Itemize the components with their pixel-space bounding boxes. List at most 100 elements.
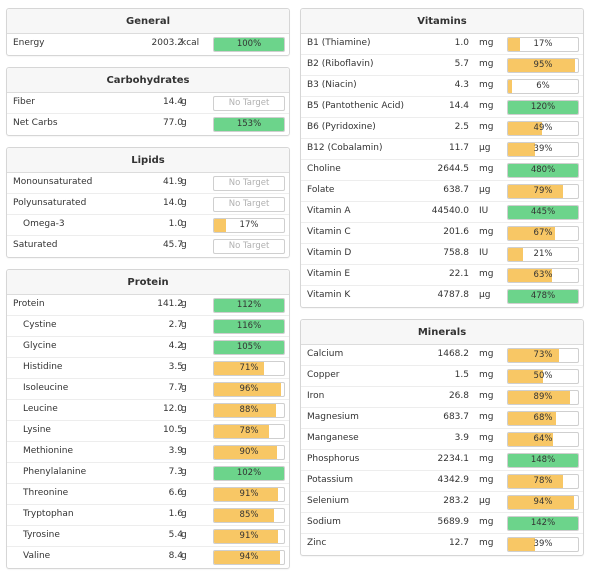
nutrient-row-valine[interactable]: Valine 8.4 g 94% bbox=[7, 547, 289, 568]
target-progress-fill bbox=[214, 118, 284, 131]
nutrient-row-b3-niacin[interactable]: B3 (Niacin) 4.3 mg 6% bbox=[301, 76, 583, 97]
right-column: Vitamins B1 (Thiamine) 1.0 mg 17% B2 (Ribofla… bbox=[300, 8, 584, 567]
nutrient-name: B1 (Thiamine) bbox=[307, 38, 371, 48]
nutrient-row-lysine[interactable]: Lysine 10.5 g 78% bbox=[7, 421, 289, 442]
target-progress-fill bbox=[508, 101, 578, 114]
nutrient-row-polyunsaturated[interactable]: Polyunsaturated 14.0 g No Target bbox=[7, 194, 289, 215]
nutrient-row-vitamin-k[interactable]: Vitamin K 4787.8 µg 478% bbox=[301, 286, 583, 307]
nutrient-unit: IU bbox=[479, 248, 489, 258]
target-progress-fill bbox=[508, 538, 536, 551]
nutrient-name: Lysine bbox=[23, 425, 51, 435]
nutrient-row-b1-thiamine[interactable]: B1 (Thiamine) 1.0 mg 17% bbox=[301, 34, 583, 55]
target-percent-label: 17% bbox=[239, 220, 259, 230]
nutrient-row-potassium[interactable]: Potassium 4342.9 mg 78% bbox=[301, 471, 583, 492]
nutrient-row-leucine[interactable]: Leucine 12.0 g 88% bbox=[7, 400, 289, 421]
nutrient-row-methionine[interactable]: Methionine 3.9 g 90% bbox=[7, 442, 289, 463]
target-progress-fill bbox=[214, 551, 280, 564]
nutrient-row-saturated[interactable]: Saturated 45.7 g No Target bbox=[7, 236, 289, 257]
target-progress-fill bbox=[508, 59, 575, 72]
nutrient-unit: g bbox=[181, 240, 187, 250]
target-progress-bar: 17% bbox=[507, 37, 579, 52]
nutrient-row-b2-riboflavin[interactable]: B2 (Riboflavin) 5.7 mg 95% bbox=[301, 55, 583, 76]
target-percent-label: 85% bbox=[239, 510, 259, 520]
target-progress-fill bbox=[508, 185, 564, 198]
nutrient-unit: g bbox=[181, 425, 187, 435]
nutrient-row-tryptophan[interactable]: Tryptophan 1.6 g 85% bbox=[7, 505, 289, 526]
target-progress-bar: 71% bbox=[213, 361, 285, 376]
nutrient-amount: 6.6 bbox=[168, 488, 183, 498]
nutrient-row-zinc[interactable]: Zinc 12.7 mg 39% bbox=[301, 534, 583, 555]
nutrient-amount: 14.4 bbox=[448, 101, 469, 111]
panel-general: General Energy 2003.2 kcal 100% bbox=[6, 8, 290, 56]
nutrient-amount: 758.8 bbox=[443, 248, 469, 258]
nutrient-name: Saturated bbox=[13, 240, 58, 250]
nutrient-row-monounsaturated[interactable]: Monounsaturated 41.9 g No Target bbox=[7, 173, 289, 194]
target-percent-label: 17% bbox=[533, 39, 553, 49]
nutrient-row-tyrosine[interactable]: Tyrosine 5.4 g 91% bbox=[7, 526, 289, 547]
nutrient-row-fiber[interactable]: Fiber 14.4 g No Target bbox=[7, 93, 289, 114]
nutrient-row-selenium[interactable]: Selenium 283.2 µg 94% bbox=[301, 492, 583, 513]
nutrient-row-phenylalanine[interactable]: Phenylalanine 7.3 g 102% bbox=[7, 463, 289, 484]
nutrient-row-iron[interactable]: Iron 26.8 mg 89% bbox=[301, 387, 583, 408]
nutrient-row-energy[interactable]: Energy 2003.2 kcal 100% bbox=[7, 34, 289, 55]
target-progress-bar: 73% bbox=[507, 348, 579, 363]
target-progress-fill bbox=[214, 219, 226, 232]
nutrient-row-manganese[interactable]: Manganese 3.9 mg 64% bbox=[301, 429, 583, 450]
nutrient-unit: mg bbox=[479, 454, 494, 464]
nutrient-row-folate[interactable]: Folate 638.7 µg 79% bbox=[301, 181, 583, 202]
target-progress-bar: 142% bbox=[507, 516, 579, 531]
target-progress-bar: 21% bbox=[507, 247, 579, 262]
target-progress-bar: 6% bbox=[507, 79, 579, 94]
nutrient-row-calcium[interactable]: Calcium 1468.2 mg 73% bbox=[301, 345, 583, 366]
nutrient-row-omega-3[interactable]: Omega-3 1.0 g 17% bbox=[7, 215, 289, 236]
nutrient-row-threonine[interactable]: Threonine 6.6 g 91% bbox=[7, 484, 289, 505]
nutrient-amount: 5.4 bbox=[168, 530, 183, 540]
panel-vitamins: Vitamins B1 (Thiamine) 1.0 mg 17% B2 (Ribofla… bbox=[300, 8, 584, 308]
target-percent-label: 39% bbox=[533, 539, 553, 549]
target-progress-bar: 478% bbox=[507, 289, 579, 304]
nutrient-row-vitamin-a[interactable]: Vitamin A 44540.0 IU 445% bbox=[301, 202, 583, 223]
target-progress-fill bbox=[508, 412, 556, 425]
nutrient-row-glycine[interactable]: Glycine 4.2 g 105% bbox=[7, 337, 289, 358]
nutrient-row-vitamin-c[interactable]: Vitamin C 201.6 mg 67% bbox=[301, 223, 583, 244]
nutrient-unit: g bbox=[181, 341, 187, 351]
target-percent-label: 445% bbox=[530, 207, 556, 217]
nutrient-row-net-carbs[interactable]: Net Carbs 77.0 g 153% bbox=[7, 114, 289, 135]
nutrient-row-cystine[interactable]: Cystine 2.7 g 116% bbox=[7, 316, 289, 337]
target-progress-fill bbox=[508, 475, 563, 488]
nutrient-name: Cystine bbox=[23, 320, 57, 330]
target-progress-bar: No Target bbox=[213, 96, 285, 111]
target-progress-bar: 445% bbox=[507, 205, 579, 220]
nutrient-row-vitamin-e[interactable]: Vitamin E 22.1 mg 63% bbox=[301, 265, 583, 286]
nutrient-unit: mg bbox=[479, 122, 494, 132]
nutrient-unit: g bbox=[181, 488, 187, 498]
nutrient-row-vitamin-d[interactable]: Vitamin D 758.8 IU 21% bbox=[301, 244, 583, 265]
nutrient-name: Tryptophan bbox=[23, 509, 74, 519]
nutrient-row-b12-cobalamin[interactable]: B12 (Cobalamin) 11.7 µg 39% bbox=[301, 139, 583, 160]
nutrient-row-isoleucine[interactable]: Isoleucine 7.7 g 96% bbox=[7, 379, 289, 400]
nutrient-row-magnesium[interactable]: Magnesium 683.7 mg 68% bbox=[301, 408, 583, 429]
nutrient-row-phosphorus[interactable]: Phosphorus 2234.1 mg 148% bbox=[301, 450, 583, 471]
nutrient-name: Methionine bbox=[23, 446, 73, 456]
target-percent-label: 63% bbox=[533, 270, 553, 280]
nutrient-row-protein[interactable]: Protein 141.2 g 112% bbox=[7, 295, 289, 316]
nutrient-amount: 41.9 bbox=[162, 177, 183, 187]
nutrient-amount: 2644.5 bbox=[437, 164, 470, 174]
nutrient-row-b5-pantothenic-acid[interactable]: B5 (Pantothenic Acid) 14.4 mg 120% bbox=[301, 97, 583, 118]
target-progress-bar: 96% bbox=[213, 382, 285, 397]
nutrient-name: Iron bbox=[307, 391, 325, 401]
nutrient-row-sodium[interactable]: Sodium 5689.9 mg 142% bbox=[301, 513, 583, 534]
target-percent-label: 91% bbox=[239, 531, 259, 541]
target-progress-bar: 39% bbox=[507, 537, 579, 552]
nutrient-row-choline[interactable]: Choline 2644.5 mg 480% bbox=[301, 160, 583, 181]
nutrient-amount: 1.5 bbox=[454, 370, 469, 380]
target-progress-fill bbox=[214, 467, 284, 480]
nutrient-row-copper[interactable]: Copper 1.5 mg 50% bbox=[301, 366, 583, 387]
nutrient-name: Vitamin A bbox=[307, 206, 351, 216]
nutrient-amount: 11.7 bbox=[448, 143, 469, 153]
nutrient-unit: µg bbox=[479, 185, 491, 195]
nutrient-row-histidine[interactable]: Histidine 3.5 g 71% bbox=[7, 358, 289, 379]
nutrient-row-b6-pyridoxine[interactable]: B6 (Pyridoxine) 2.5 mg 49% bbox=[301, 118, 583, 139]
target-percent-label: 88% bbox=[239, 405, 259, 415]
nutrient-unit: mg bbox=[479, 412, 494, 422]
